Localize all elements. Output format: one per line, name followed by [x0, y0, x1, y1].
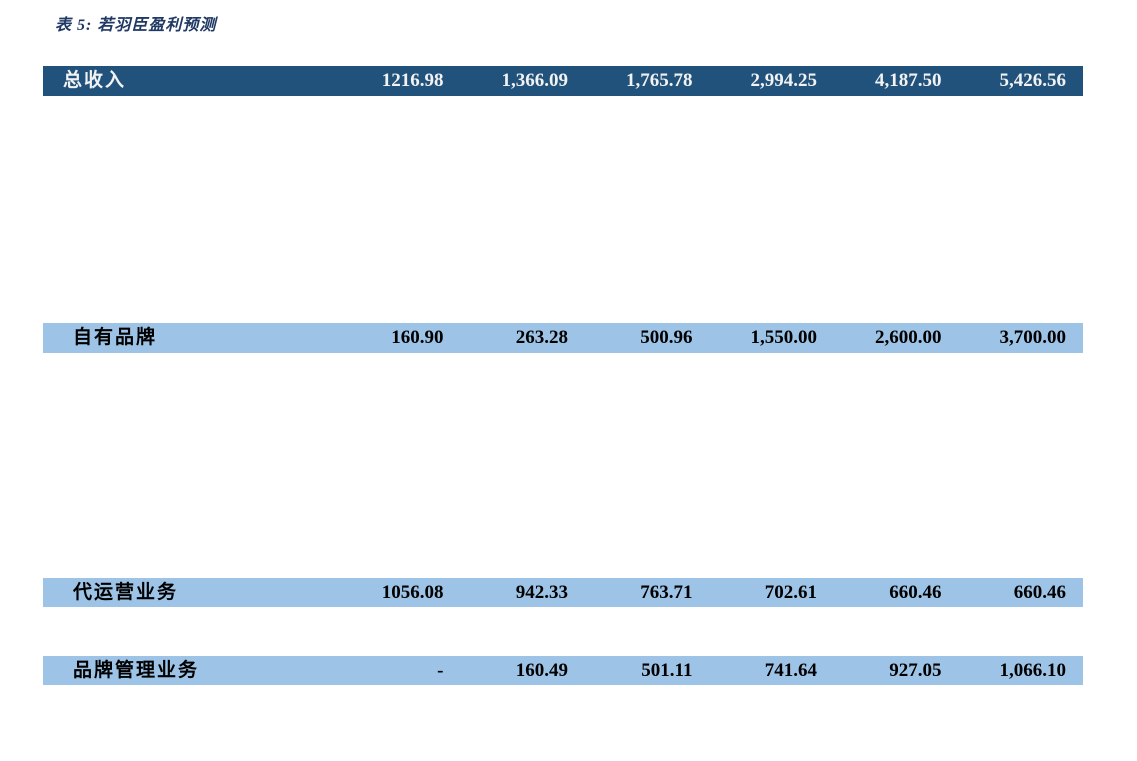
row-label: 自有品牌 — [73, 327, 158, 348]
table-title: 表 5: 若羽臣盈利预测 — [55, 17, 217, 34]
table-cell: 4,187.50 — [875, 70, 942, 91]
table-cell: 660.46 — [889, 582, 942, 603]
table-cell: 942.33 — [515, 582, 568, 603]
table-cell: 660.46 — [1013, 582, 1066, 603]
table-cell: 1,066.10 — [999, 660, 1067, 681]
table-cell: 763.71 — [640, 582, 693, 603]
table-cell: 2,994.25 — [750, 70, 818, 91]
table-cell: 1,550.00 — [750, 327, 818, 348]
table-cell: 1,366.09 — [501, 70, 569, 91]
table-cell: 927.05 — [889, 660, 942, 681]
table-row: 总收入 1216.98 1,366.09 1,765.78 2,994.25 4… — [43, 66, 1083, 96]
table-cell: 2,600.00 — [875, 327, 942, 348]
table-row: 自有品牌 160.90 263.28 500.96 1,550.00 2,600… — [43, 323, 1083, 353]
table-cell: 160.49 — [515, 660, 568, 681]
table-row: 品牌管理业务 - 160.49 501.11 741.64 927.05 1,0… — [43, 656, 1083, 685]
table-cell: - — [437, 660, 444, 681]
table-row: 代运营业务 1056.08 942.33 763.71 702.61 660.4… — [43, 578, 1083, 607]
table-cell: 500.96 — [640, 327, 693, 348]
table-cell: 263.28 — [515, 327, 568, 348]
table-cell: 3,700.00 — [999, 327, 1067, 348]
table-cell: 702.61 — [764, 582, 817, 603]
row-label: 代运营业务 — [73, 582, 179, 603]
row-label: 品牌管理业务 — [73, 660, 200, 681]
table-cell: 1,765.78 — [626, 70, 693, 91]
table-cell: 501.11 — [641, 660, 693, 681]
table-cell: 1216.98 — [381, 70, 444, 91]
row-label: 总收入 — [63, 70, 127, 91]
table-cell: 1056.08 — [381, 582, 444, 603]
table-cell: 741.64 — [764, 660, 817, 681]
table-cell: 5,426.56 — [999, 70, 1067, 91]
table-cell: 160.90 — [391, 327, 444, 348]
